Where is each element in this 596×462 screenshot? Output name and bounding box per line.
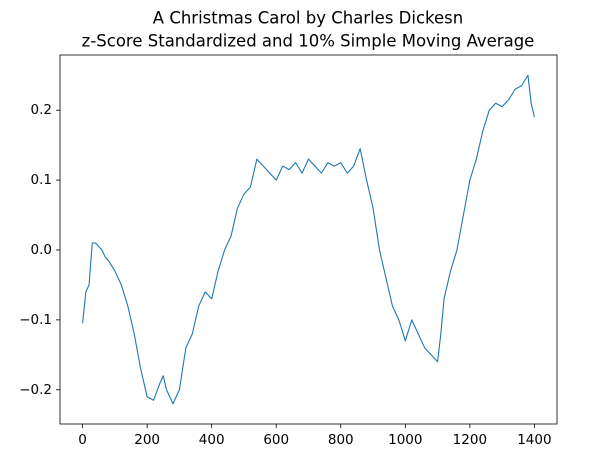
y-tick-label: −0.1: [19, 312, 52, 328]
y-tick-label: −0.2: [19, 382, 52, 398]
x-tick-label: 200: [134, 432, 160, 448]
x-tick-label: 800: [328, 432, 354, 448]
y-tick-label: 0.1: [31, 172, 52, 188]
chart-title: A Christmas Carol by Charles Dickesn: [153, 9, 463, 28]
x-tick-label: 1200: [453, 432, 487, 448]
x-tick-label: 600: [263, 432, 289, 448]
x-tick-label: 0: [78, 432, 87, 448]
y-tick-label: 0.2: [31, 102, 52, 118]
x-tick-label: 400: [199, 432, 225, 448]
y-tick-label: 0.0: [31, 242, 52, 258]
x-tick-label: 1000: [388, 432, 422, 448]
line: [82, 74, 535, 405]
x-tick-label: 1400: [517, 432, 551, 448]
chart-subtitle: z-Score Standardized and 10% Simple Movi…: [82, 32, 535, 51]
axes-frame: [59, 54, 558, 425]
